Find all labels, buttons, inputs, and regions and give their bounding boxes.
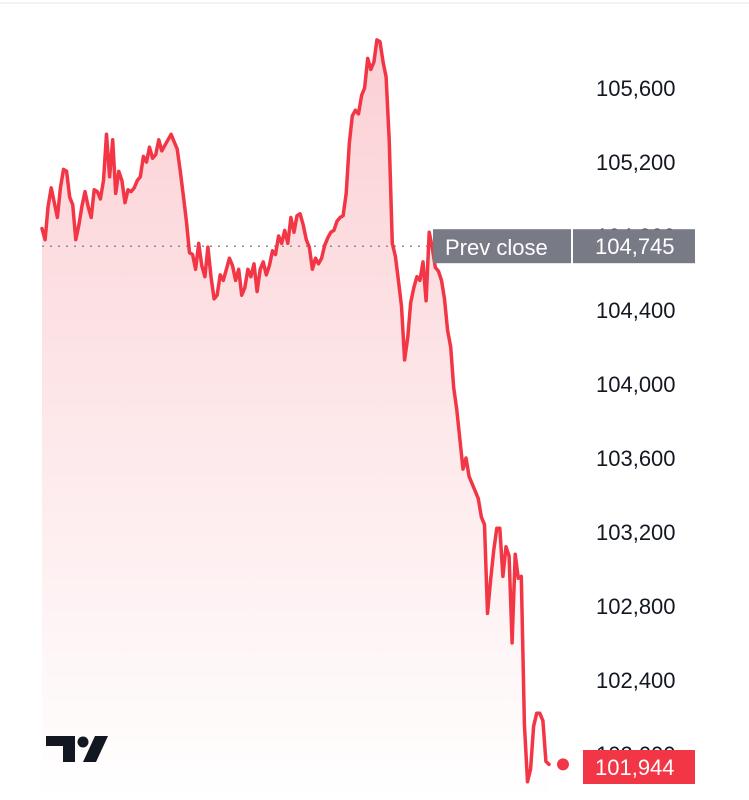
tradingview-logo: [46, 736, 108, 762]
y-tick-label: 102,400: [596, 668, 676, 693]
prev-close-label: Prev close: [445, 235, 548, 260]
prev-close-label-badge: [433, 229, 571, 264]
y-tick-label: 104,000: [596, 372, 676, 397]
prev-close-value: 104,745: [595, 234, 675, 259]
prev-close-value-badge: [573, 229, 695, 264]
y-tick-label: 105,600: [596, 76, 676, 101]
y-tick-label: 102,800: [596, 594, 676, 619]
plot-area: [40, 38, 569, 800]
price-area-fill: [42, 39, 549, 800]
last-price-value: 101,944: [595, 755, 675, 780]
y-axis: 105,600105,200104,800104,400104,000103,6…: [596, 76, 676, 767]
y-tick-label: 105,200: [596, 150, 676, 175]
y-tick-label: 103,600: [596, 446, 676, 471]
prev-close-marker: Prev close 104,745: [433, 229, 695, 264]
last-price-dot: [557, 758, 569, 771]
last-price-badge: [583, 750, 695, 784]
last-price-marker: 101,944: [583, 750, 695, 784]
y-tick-label: 103,200: [596, 520, 676, 545]
y-tick-label: 104,400: [596, 298, 676, 323]
price-line: [40, 38, 551, 784]
